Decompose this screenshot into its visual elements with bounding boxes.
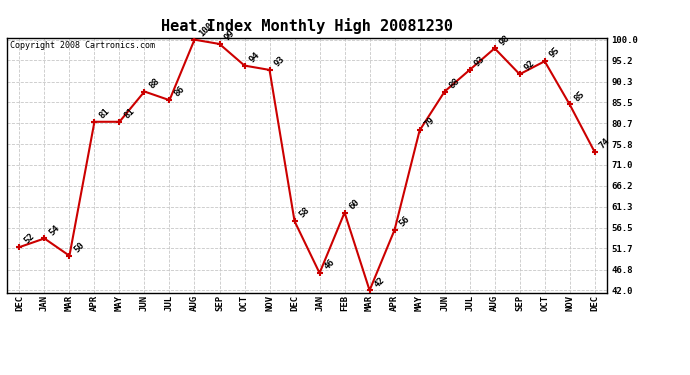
- Text: 52: 52: [22, 232, 36, 246]
- Text: 74: 74: [598, 136, 611, 151]
- Text: 58: 58: [297, 206, 311, 220]
- Text: 93: 93: [473, 54, 486, 69]
- Text: 88: 88: [447, 76, 462, 90]
- Text: 42: 42: [373, 275, 386, 289]
- Text: Copyright 2008 Cartronics.com: Copyright 2008 Cartronics.com: [10, 41, 155, 50]
- Text: 99: 99: [222, 28, 236, 43]
- Text: 60: 60: [347, 197, 362, 211]
- Text: 81: 81: [97, 106, 111, 120]
- Text: 54: 54: [47, 223, 61, 237]
- Text: 100: 100: [197, 21, 215, 38]
- Title: Heat Index Monthly High 20081230: Heat Index Monthly High 20081230: [161, 18, 453, 33]
- Text: 93: 93: [273, 54, 286, 69]
- Text: 92: 92: [522, 59, 536, 73]
- Text: 56: 56: [397, 214, 411, 228]
- Text: 85: 85: [573, 89, 586, 103]
- Text: 50: 50: [72, 240, 86, 254]
- Text: 95: 95: [547, 46, 562, 60]
- Text: 88: 88: [147, 76, 161, 90]
- Text: 94: 94: [247, 50, 262, 64]
- Text: 79: 79: [422, 115, 436, 129]
- Text: 81: 81: [122, 106, 136, 120]
- Text: 86: 86: [172, 85, 186, 99]
- Text: 46: 46: [322, 258, 336, 272]
- Text: 98: 98: [497, 33, 511, 47]
